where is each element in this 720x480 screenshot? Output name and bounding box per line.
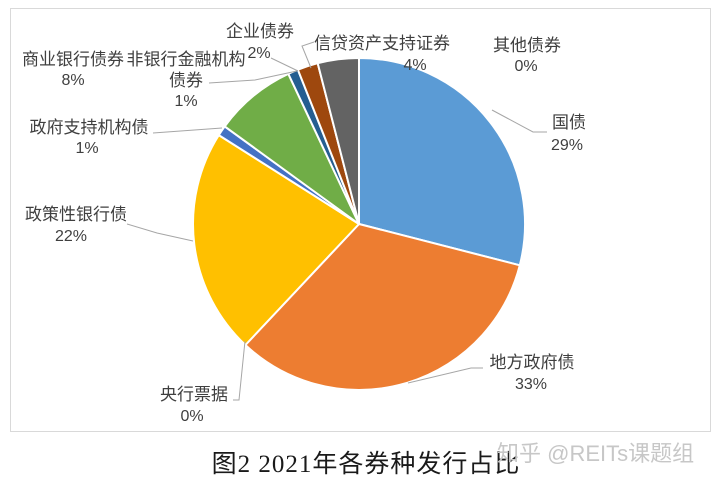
label-other-bond-name: 其他债券 <box>493 36 561 55</box>
zhihu-watermark: 知乎 @REITs课题组 <box>497 441 695 466</box>
leader-line-treasury-bond <box>491 109 547 133</box>
label-local-government-bond-name: 地方政府债 <box>489 353 575 372</box>
label-government-support-agency-bond-name: 政府支持机构债 <box>29 118 149 137</box>
label-enterprise-bond-pct: 2% <box>247 45 271 62</box>
label-enterprise-bond-name: 企业债券 <box>226 22 294 41</box>
label-central-bank-bill-pct: 0% <box>180 408 204 425</box>
label-non-bank-financial-institution-bond-name: 非银行金融机构债券 <box>126 50 246 90</box>
label-non-bank-financial-institution-bond-pct: 1% <box>174 93 198 110</box>
label-policy-bank-bond-name: 政策性银行债 <box>25 205 127 224</box>
leader-line-government-support-agency-bond <box>152 127 223 134</box>
pie-slice-policy-bank-bond <box>192 134 360 346</box>
label-central-bank-bill-name: 央行票据 <box>160 385 228 404</box>
chart-caption: 图2 2021年各券种发行占比 <box>211 451 521 478</box>
pie-slice-treasury-bond <box>358 57 527 267</box>
label-policy-bank-bond-pct: 22% <box>54 228 88 245</box>
leader-line-credit-abs <box>301 41 315 69</box>
leader-line-local-government-bond <box>407 367 483 384</box>
label-local-government-bond-pct: 33% <box>514 376 548 393</box>
leader-line-central-bank-bill <box>233 340 246 401</box>
label-credit-abs-name: 信贷资产支持证券 <box>314 34 450 53</box>
label-treasury-bond-pct: 29% <box>550 137 584 154</box>
label-other-bond-pct: 0% <box>514 58 538 75</box>
leader-line-enterprise-bond <box>270 57 299 72</box>
pie-slice-credit-abs <box>316 56 360 225</box>
label-credit-abs-pct: 4% <box>403 57 427 74</box>
pie-slice-local-government-bond <box>244 223 521 391</box>
leader-line-non-bank-financial-institution-bond <box>208 70 298 84</box>
leader-line-policy-bank-bond <box>126 223 194 242</box>
label-commercial-bank-bond-pct: 8% <box>61 72 85 89</box>
label-government-support-agency-bond-pct: 1% <box>75 140 99 157</box>
label-commercial-bank-bond-name: 商业银行债券 <box>22 50 124 69</box>
label-treasury-bond-name: 国债 <box>552 113 586 132</box>
